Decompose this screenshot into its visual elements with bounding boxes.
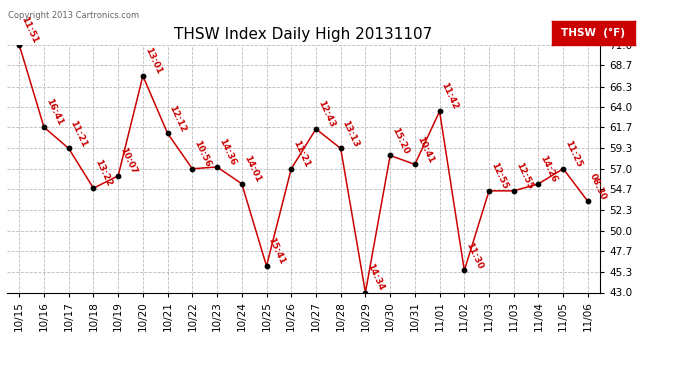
Point [137,73,148,79]
Text: 08:30: 08:30 [588,172,608,201]
Text: 10:56: 10:56 [193,139,213,169]
Point [434,108,445,114]
Point [558,166,569,172]
Point [14,42,25,48]
Text: 15:41: 15:41 [266,236,287,266]
Point [509,188,520,194]
Point [459,267,470,273]
Point [384,153,395,159]
Text: 12:55: 12:55 [489,161,509,191]
Text: 11:25: 11:25 [563,139,584,169]
Title: THSW Index Daily High 20131107: THSW Index Daily High 20131107 [175,27,433,42]
Point [63,146,75,152]
Point [162,130,173,136]
Text: Copyright 2013 Cartronics.com: Copyright 2013 Cartronics.com [8,11,139,20]
Text: 12:12: 12:12 [168,104,188,134]
Text: 12:43: 12:43 [316,99,336,129]
Text: 13:01: 13:01 [143,46,163,76]
Text: 14:36: 14:36 [217,137,237,167]
Point [212,164,223,170]
Text: 14:01: 14:01 [241,154,262,184]
Point [582,198,593,204]
Text: 13:22: 13:22 [93,159,114,188]
Point [236,181,247,187]
Text: 11:51: 11:51 [19,15,39,45]
Point [261,263,272,269]
Text: 16:41: 16:41 [44,98,64,127]
Text: 10:07: 10:07 [118,146,139,176]
Text: 10:41: 10:41 [415,135,435,164]
Text: 11:42: 11:42 [440,81,460,111]
Text: THSW  (°F): THSW (°F) [562,28,625,38]
Point [484,188,495,194]
Text: 15:20: 15:20 [390,126,411,156]
Point [112,173,124,179]
Text: 13:13: 13:13 [341,118,361,148]
Text: 11:21: 11:21 [69,118,89,148]
Point [360,290,371,296]
Point [310,126,322,132]
Text: 12:55: 12:55 [514,161,534,191]
Text: 11:30: 11:30 [464,241,484,270]
Point [533,181,544,187]
Point [88,185,99,191]
Text: 14:34: 14:34 [366,262,386,292]
Point [39,124,50,130]
Text: 11:21: 11:21 [291,139,311,169]
Text: 14:26: 14:26 [538,154,559,184]
Point [286,166,297,172]
Point [335,146,346,152]
Point [409,161,420,167]
Point [187,166,198,172]
